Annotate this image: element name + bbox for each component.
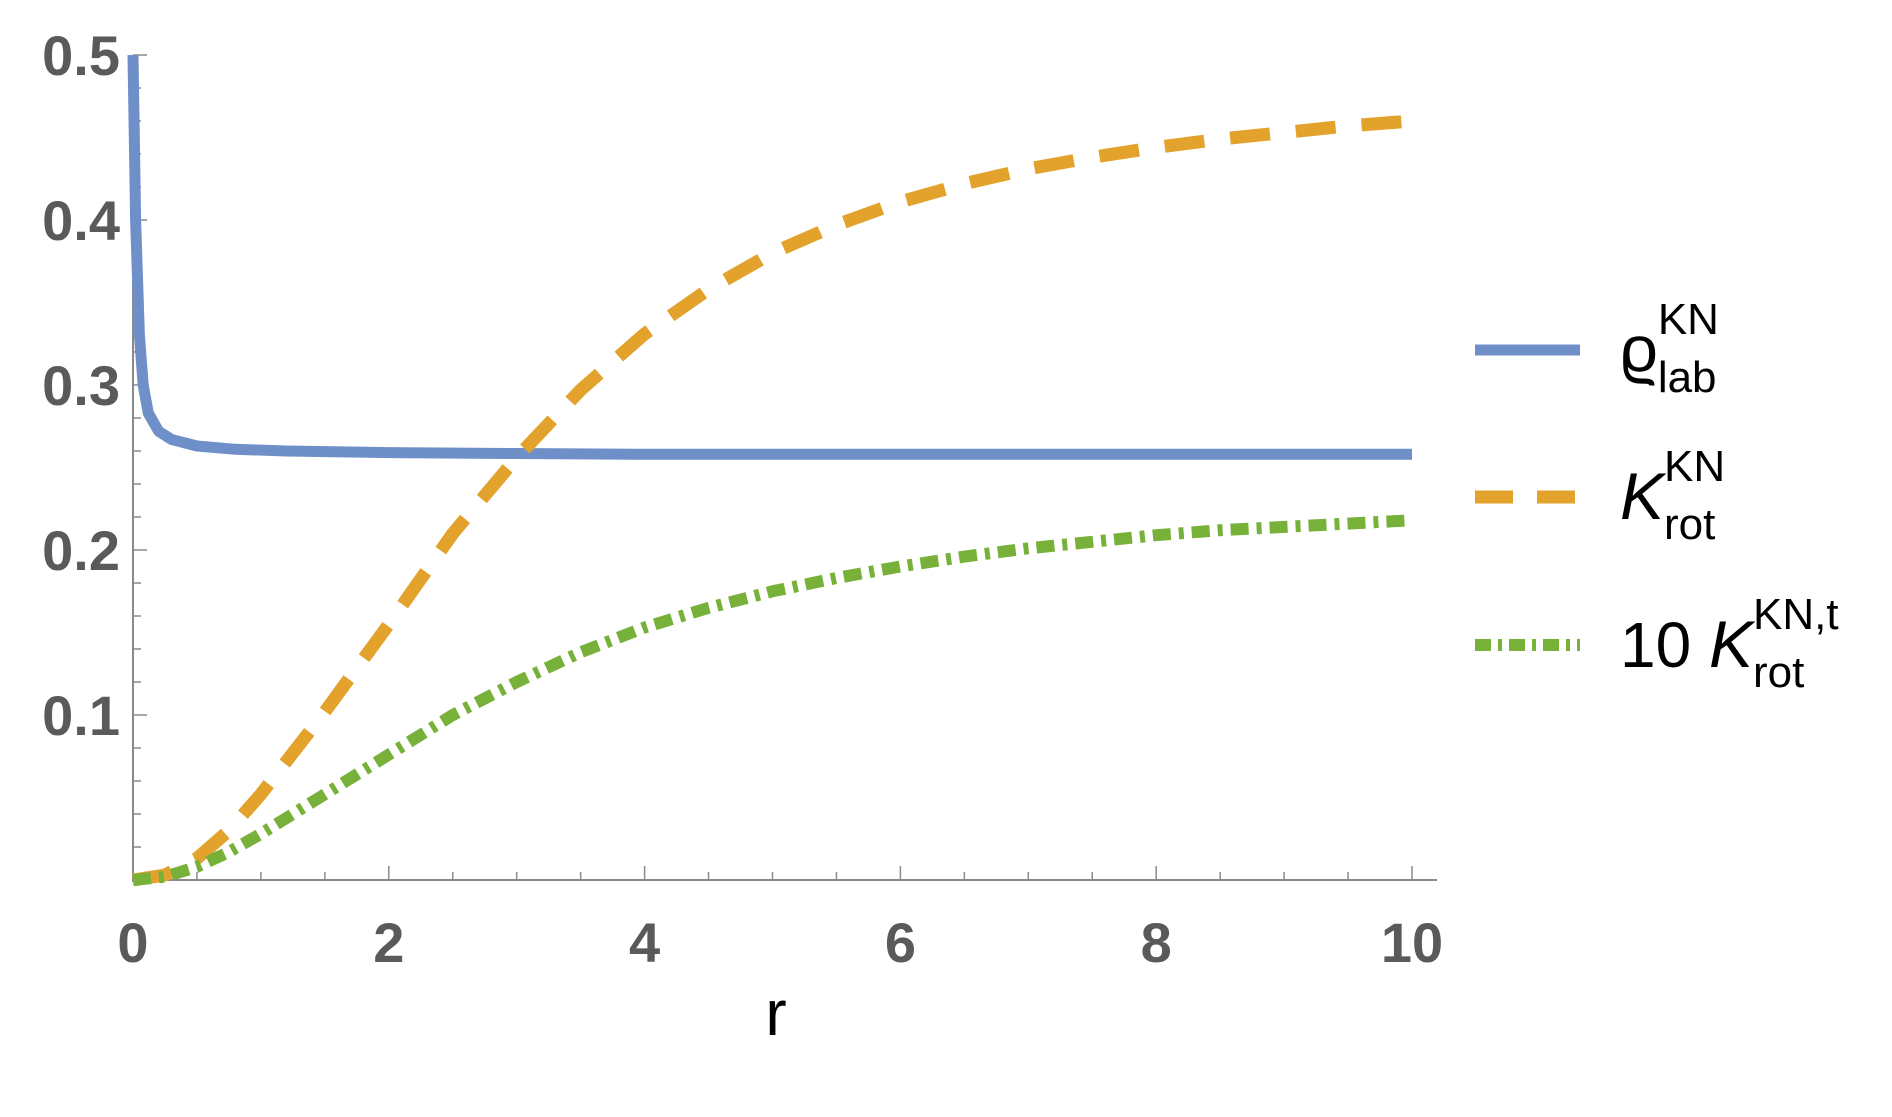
series-k-rot-line [131,114,1413,887]
legend-sup: KN [1664,442,1725,491]
y-tick-label: 0.2 [42,519,120,582]
series-rho-lab-line [127,54,1412,460]
y-tick-label: 0.1 [42,684,120,747]
y-tick-label: 0.4 [42,189,120,252]
x-tick-label: 10 [1381,911,1443,974]
legend-sup: KN,t [1753,590,1839,639]
series-layer [127,54,1413,887]
legend-symbol: ϱ [1620,312,1658,386]
legend-label: KKN [1620,442,1725,533]
legend-label: 10 KKN,t [1620,590,1839,681]
x-tick-label: 8 [1141,911,1172,974]
legend-symbol: K [1709,607,1756,681]
legend-sub: rot [1753,648,1804,697]
legend-sub: rot [1664,500,1715,549]
x-tick-label: 4 [629,911,660,974]
legend-sup: KN [1658,295,1719,344]
legend-symbol: K [1620,459,1667,533]
legend-label: ϱKN [1620,295,1719,386]
x-axis-title: r [765,977,786,1049]
series-10k-rot-t-line [132,514,1413,886]
y-tick-label: 0.3 [42,354,120,417]
legend-prefix: 10 [1620,609,1709,681]
y-tick-label: 0.5 [42,24,120,87]
axes: 0 2 4 6 8 10 0.1 0.2 0.3 0.4 0.5 [42,24,1443,974]
x-tick-label: 0 [117,911,148,974]
x-tick-label: 2 [373,911,404,974]
legend-sub: lab [1658,353,1717,402]
x-tick-label: 6 [885,911,916,974]
